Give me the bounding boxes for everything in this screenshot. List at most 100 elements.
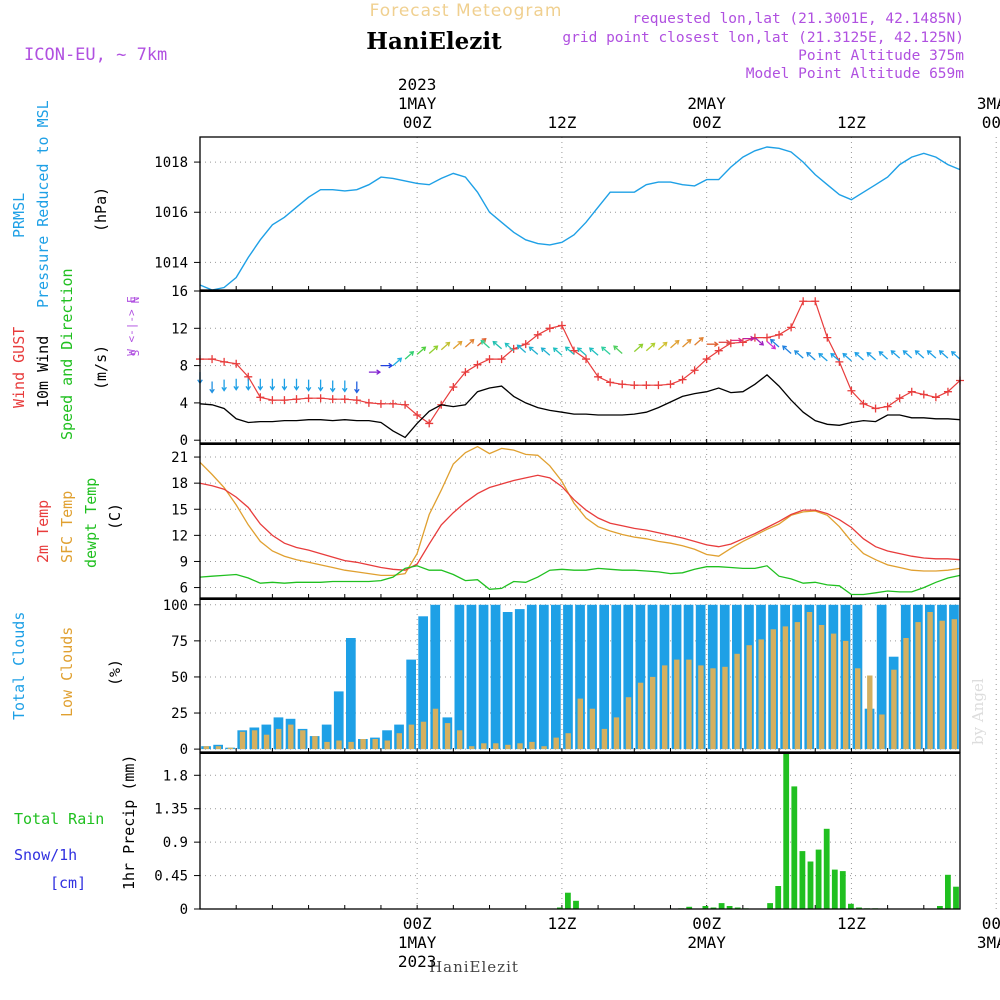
low-cloud-bar xyxy=(457,730,463,750)
time-label-bottom: 12Z xyxy=(837,914,866,933)
wind-direction-arrow xyxy=(866,351,877,361)
wind-direction-arrow xyxy=(317,379,324,392)
clouds-unit: (%) xyxy=(106,659,124,686)
rain-bar xyxy=(734,907,741,909)
low-cloud-bar xyxy=(722,666,728,750)
time-label-top: 00Z xyxy=(982,113,1000,132)
low-cloud-bar xyxy=(372,739,378,750)
low-cloud-bar xyxy=(843,640,849,750)
low-cloud-bar xyxy=(855,668,861,750)
wind-direction-arrow xyxy=(938,350,949,359)
total-cloud-bar xyxy=(587,604,597,750)
total-cloud-bar xyxy=(539,604,549,750)
wind-direction-arrow xyxy=(221,379,227,392)
gust-marker xyxy=(919,390,928,399)
pressure-unit: (hPa) xyxy=(92,187,110,232)
wind-direction-arrow xyxy=(329,380,336,393)
temp-unit: (C) xyxy=(106,503,124,530)
panel-border xyxy=(199,443,961,599)
low-cloud-bar xyxy=(939,620,945,750)
y-tick-label: 15 xyxy=(171,502,188,518)
low-cloud-bar xyxy=(348,741,354,750)
y-tick-label: 8 xyxy=(180,359,188,375)
compass-north: N xyxy=(129,297,142,304)
model-altitude: Model Point Altitude 659m xyxy=(746,66,965,82)
y-tick-label: 0 xyxy=(180,902,188,918)
time-label-bottom: 2MAY xyxy=(687,933,726,952)
total-cloud-bar xyxy=(575,604,585,750)
panel-wind: 0 4 8 12 16 Wind GUST 10m Wind Speed and Direct… xyxy=(10,268,997,449)
total-cloud-bar xyxy=(502,612,513,750)
time-label-top: 3MAY xyxy=(977,94,1000,113)
time-label-bottom: 00Z xyxy=(403,914,432,933)
gust-marker xyxy=(461,368,470,377)
wind-direction-arrow xyxy=(842,352,852,362)
y-tick-label: 50 xyxy=(171,670,188,686)
gust-marker xyxy=(823,333,832,342)
wind-direction-arrow xyxy=(404,351,415,360)
total-cloud-bar xyxy=(514,609,525,750)
low-cloud-bar xyxy=(710,668,716,750)
wind-direction-arrow xyxy=(890,350,901,359)
y-tick-label: 18 xyxy=(171,476,188,492)
low-cloud-bar xyxy=(589,708,596,750)
time-label-bottom: 00Z xyxy=(982,914,1000,933)
panel-border xyxy=(199,136,961,291)
wind-direction-arrow xyxy=(233,378,239,391)
wind-direction-arrow xyxy=(754,337,765,346)
precip-label-cm: [cm] xyxy=(50,874,86,892)
total-cloud-bar xyxy=(876,604,887,750)
wind-direction-arrow xyxy=(854,351,864,361)
gust-marker xyxy=(232,359,241,368)
low-cloud-bar xyxy=(493,743,499,750)
y-tick-label: 0 xyxy=(180,433,188,449)
wind-direction-arrow xyxy=(830,352,840,362)
wind-direction-arrow xyxy=(516,344,527,353)
y-tick-label: 12 xyxy=(171,321,188,337)
temp-2m-line xyxy=(199,474,961,571)
gust-marker xyxy=(316,394,325,403)
wind-direction-arrow xyxy=(381,362,394,369)
total-cloud-bar xyxy=(430,604,441,750)
low-cloud-bar xyxy=(879,714,885,750)
time-label-bottom: 2023 xyxy=(398,952,437,971)
wind-direction-arrow xyxy=(452,340,463,350)
low-cloud-bar xyxy=(674,659,680,750)
low-cloud-bar xyxy=(770,629,776,750)
wind-direction-arrow xyxy=(782,345,792,354)
gust-marker xyxy=(847,386,856,395)
total-cloud-bar xyxy=(478,604,489,750)
wind-direction-arrow xyxy=(645,342,656,352)
y-tick-label: 12 xyxy=(171,528,188,544)
low-cloud-bar xyxy=(734,653,740,750)
wind-direction-arrow xyxy=(742,335,756,342)
rain-bar xyxy=(848,903,854,909)
gust-marker xyxy=(569,346,578,355)
wind-direction-arrow xyxy=(694,337,704,346)
rain-bar xyxy=(945,874,951,909)
wind-direction-arrow xyxy=(766,340,777,350)
y-tick-label: 21 xyxy=(171,450,188,466)
wind-direction-arrow xyxy=(818,352,828,362)
wind-direction-arrow xyxy=(528,346,539,355)
gust-marker xyxy=(292,395,301,404)
wind-direction-arrow xyxy=(341,380,348,393)
gust-marker xyxy=(521,340,530,349)
low-cloud-bar xyxy=(481,743,487,750)
precip-unit: 1hr Precip (mm) xyxy=(120,755,138,890)
time-label-bottom: 12Z xyxy=(547,914,576,933)
y-tick-label: 1.8 xyxy=(163,768,188,784)
rain-bar xyxy=(937,906,943,909)
wind-direction-arrow xyxy=(657,341,668,351)
low-cloud-bar xyxy=(312,736,318,750)
gust-marker xyxy=(787,323,796,332)
model-name: ICON-EU, ~ 7km xyxy=(24,45,167,65)
gust-line xyxy=(200,300,961,425)
low-cloud-bar xyxy=(601,728,608,750)
wind-label-speed-dir: Speed and Direction xyxy=(58,268,76,440)
wind-direction-arrow xyxy=(576,347,587,356)
y-tick-label: 16 xyxy=(171,284,188,300)
low-cloud-bar xyxy=(517,743,523,750)
gust-marker xyxy=(799,297,808,306)
wind-direction-arrow xyxy=(706,341,719,347)
